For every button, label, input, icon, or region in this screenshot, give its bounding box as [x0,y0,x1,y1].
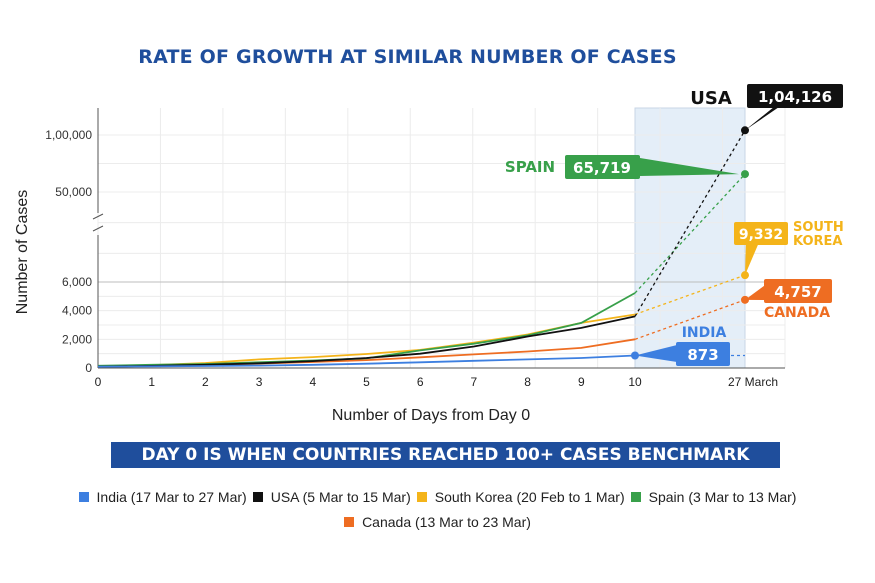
series-callout: SOUTH [793,220,844,235]
y-axis-title: Number of Cases [14,190,31,315]
projection-line [634,129,746,317]
legend-label: South Korea (20 Feb to 1 Mar) [434,489,625,505]
chart-title: RATE OF GROWTH AT SIMILAR NUMBER OF CASE… [138,46,677,68]
value-box [764,279,832,303]
legend-item: Spain (3 Mar to 13 Mar) [630,489,797,505]
series-callout: CANADA [764,305,830,321]
legend-label: India (17 Mar to 27 Mar) [96,489,247,505]
legend-swatch [252,492,263,502]
x-tick-label: 7 [471,375,478,389]
data-label: 873 [687,346,718,364]
x-tick-label: 4 [309,375,316,389]
series-callout: SPAIN [505,158,555,176]
legend-label: Canada (13 Mar to 23 Mar) [362,514,531,530]
y-tick-label: 50,000 [55,185,92,199]
x-tick-label: 0 [95,375,102,389]
series-callout: KOREA [793,234,843,249]
value-box [734,222,788,245]
projection-line [634,299,746,340]
legend: India (17 Mar to 27 Mar) USA (5 Mar to 15… [0,488,875,531]
legend-swatch [416,492,427,502]
y-tick-label: 1,00,000 [45,128,92,142]
y-tick-label: 4,000 [62,304,92,318]
data-label: 65,719 [573,159,631,177]
legend-item: USA (5 Mar to 15 Mar) [252,489,411,505]
legend-item: South Korea (20 Feb to 1 Mar) [416,489,625,505]
data-label: 4,757 [774,283,821,301]
value-box [565,155,640,179]
legend-swatch [78,492,89,502]
x-tick-label: 5 [363,375,370,389]
day-zero-banner: DAY 0 IS WHEN COUNTRIES REACHED 100+ CAS… [111,442,780,468]
x-tick-label: 27 March [728,375,778,389]
series-line [97,354,636,368]
series-line [97,338,636,368]
projection-line [634,173,746,294]
x-tick-label: 3 [256,375,263,389]
legend-item: India (17 Mar to 27 Mar) [78,489,247,505]
line-chart: 0 2,000 4,000 6,000 50,000 1,00,000 0 1 2 3 4 5 6 7 8 9… [14,84,844,424]
value-box [676,342,730,366]
x-tick-label: 1 [148,375,155,389]
series-callout: USA [690,88,732,109]
data-point [741,170,749,179]
callout-pointer [745,283,768,300]
callout-pointer [745,240,760,276]
value-box [747,84,843,108]
legend-swatch [630,492,641,502]
data-label: 9,332 [739,227,783,243]
legend-item: Canada (13 Mar to 23 Mar) [344,514,531,530]
y-tick-label: 0 [85,361,92,375]
data-label: 1,04,126 [758,88,832,106]
legend-row: Canada (13 Mar to 23 Mar) [0,513,875,531]
y-tick-label: 2,000 [62,332,92,346]
callout-pointer [635,345,677,362]
y-tick-label: 6,000 [62,275,92,289]
x-axis-title: Number of Days from Day 0 [332,407,530,424]
projection-line [634,274,746,316]
legend-swatch [344,517,355,527]
series-callout: INDIA [682,325,727,341]
axis-break-icon [92,213,104,232]
x-tick-label: 8 [524,375,531,389]
legend-label: USA (5 Mar to 15 Mar) [270,489,411,505]
legend-label: Spain (3 Mar to 13 Mar) [648,489,797,505]
series-line [97,315,636,368]
callout-pointer [640,158,739,176]
x-tick-label: 2 [202,375,209,389]
legend-row: India (17 Mar to 27 Mar) USA (5 Mar to 15… [0,488,875,506]
x-tick-label: 6 [417,375,424,389]
x-tick-label: 9 [578,375,585,389]
x-tick-label: 10 [628,375,642,389]
